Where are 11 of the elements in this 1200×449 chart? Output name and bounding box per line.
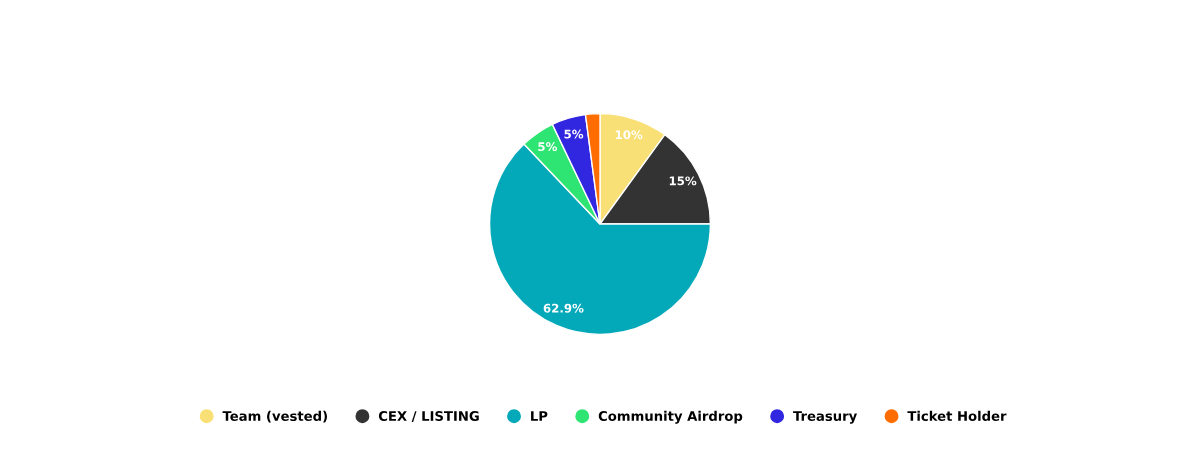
legend-label: Ticket Holder	[907, 410, 1007, 421]
legend-label: LP	[531, 411, 548, 421]
legend-label: Team (vested)	[222, 410, 327, 423]
legend-label: Treasury	[793, 411, 857, 424]
legend-label: CEX / LISTING	[378, 411, 479, 423]
data-label: 5%	[538, 142, 558, 152]
legend-label: Community Airdrop	[598, 410, 743, 424]
data-label: 5%	[564, 129, 584, 139]
data-label: 15%	[669, 176, 697, 186]
data-label: 62.9%	[543, 303, 584, 313]
data-label: 10%	[615, 130, 643, 140]
